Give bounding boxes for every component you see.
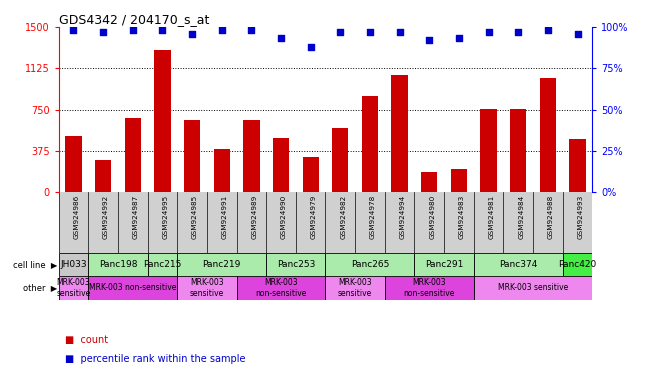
Bar	[474, 276, 592, 300]
Text: GSM924986: GSM924986	[74, 194, 79, 238]
Bar	[540, 78, 556, 192]
Bar	[415, 253, 474, 276]
Bar	[450, 169, 467, 192]
Point	[365, 29, 375, 35]
Text: Panc265: Panc265	[351, 260, 389, 269]
Bar	[59, 253, 89, 276]
Text: GSM924994: GSM924994	[400, 194, 406, 238]
Text: MRK-003
sensitive: MRK-003 sensitive	[56, 278, 90, 298]
Bar	[326, 276, 385, 300]
Text: MRK-003 non-sensitive: MRK-003 non-sensitive	[89, 283, 176, 293]
Text: MRK-003
sensitive: MRK-003 sensitive	[338, 278, 372, 298]
Bar	[480, 109, 497, 192]
Bar	[273, 138, 289, 192]
Bar	[214, 149, 230, 192]
Bar	[570, 139, 586, 192]
Bar	[124, 119, 141, 192]
Bar	[236, 276, 326, 300]
Bar	[89, 276, 177, 300]
Bar	[332, 128, 348, 192]
Text: GSM924995: GSM924995	[162, 194, 169, 238]
Bar	[421, 172, 437, 192]
Bar	[326, 253, 415, 276]
Point	[454, 35, 464, 41]
Point	[276, 35, 286, 41]
Text: cell line  ▶: cell line ▶	[13, 260, 57, 269]
Bar	[148, 253, 177, 276]
Bar	[391, 75, 408, 192]
Bar	[95, 161, 111, 192]
Bar	[385, 276, 474, 300]
Text: GSM924988: GSM924988	[548, 194, 554, 238]
Point	[395, 29, 405, 35]
Text: Panc291: Panc291	[425, 260, 464, 269]
Point	[543, 27, 553, 33]
Text: GSM924989: GSM924989	[251, 194, 257, 238]
Bar	[65, 136, 81, 192]
Point	[246, 27, 256, 33]
Text: ■  percentile rank within the sample: ■ percentile rank within the sample	[65, 354, 245, 364]
Bar	[474, 253, 562, 276]
Text: GSM924983: GSM924983	[459, 194, 465, 238]
Text: GSM924982: GSM924982	[340, 194, 346, 238]
Point	[572, 30, 583, 36]
Text: MRK-003
non-sensitive: MRK-003 non-sensitive	[255, 278, 307, 298]
Text: GSM924980: GSM924980	[429, 194, 436, 238]
Point	[128, 27, 138, 33]
Text: MRK-003 sensitive: MRK-003 sensitive	[498, 283, 568, 293]
Point	[68, 27, 79, 33]
Text: ■  count: ■ count	[65, 335, 108, 345]
Text: GSM924985: GSM924985	[192, 194, 198, 238]
Text: Panc420: Panc420	[559, 260, 597, 269]
Text: GSM924979: GSM924979	[311, 194, 316, 238]
Text: other  ▶: other ▶	[23, 283, 57, 293]
Point	[187, 30, 197, 36]
Text: GSM924978: GSM924978	[370, 194, 376, 238]
Text: Panc215: Panc215	[143, 260, 182, 269]
Bar	[89, 253, 148, 276]
Bar	[154, 50, 171, 192]
Bar	[177, 253, 266, 276]
Bar	[303, 157, 319, 192]
Bar	[59, 276, 89, 300]
Text: Panc219: Panc219	[202, 260, 241, 269]
Text: GSM924990: GSM924990	[281, 194, 287, 238]
Text: GSM924981: GSM924981	[489, 194, 495, 238]
Text: GSM924992: GSM924992	[103, 194, 109, 238]
Point	[305, 44, 316, 50]
Point	[335, 29, 346, 35]
Text: MRK-003
non-sensitive: MRK-003 non-sensitive	[404, 278, 455, 298]
Text: MRK-003
sensitive: MRK-003 sensitive	[189, 278, 224, 298]
Bar	[362, 96, 378, 192]
Bar	[266, 253, 326, 276]
Text: GSM924987: GSM924987	[133, 194, 139, 238]
Text: GSM924984: GSM924984	[518, 194, 524, 238]
Point	[424, 37, 434, 43]
Point	[513, 29, 523, 35]
Text: Panc198: Panc198	[99, 260, 137, 269]
Bar	[177, 276, 236, 300]
Text: GDS4342 / 204170_s_at: GDS4342 / 204170_s_at	[59, 13, 209, 26]
Bar	[562, 253, 592, 276]
Text: Panc253: Panc253	[277, 260, 315, 269]
Bar	[510, 109, 527, 192]
Point	[484, 29, 494, 35]
Text: GSM924993: GSM924993	[577, 194, 583, 238]
Text: Panc374: Panc374	[499, 260, 538, 269]
Point	[157, 27, 167, 33]
Point	[98, 29, 108, 35]
Text: JH033: JH033	[60, 260, 87, 269]
Text: GSM924991: GSM924991	[222, 194, 228, 238]
Bar	[243, 119, 260, 192]
Point	[217, 27, 227, 33]
Bar	[184, 119, 201, 192]
